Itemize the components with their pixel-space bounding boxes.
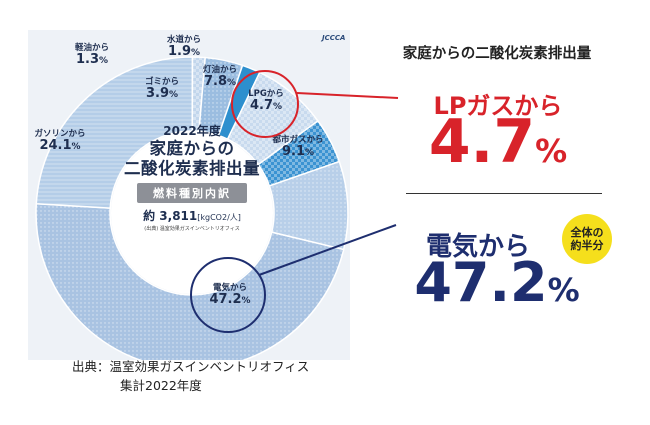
center-year: 2022年度: [163, 124, 221, 138]
donut-slice-texture-0: [36, 203, 344, 360]
half-badge: 全体の約半分: [562, 214, 612, 264]
source-line-1: 出典：温室効果ガスインベントリオフィス: [72, 359, 310, 374]
slice-label-electricity: 電気から 47.2%: [209, 283, 251, 307]
center-title: 家庭からの 二酸化炭素排出量: [124, 139, 260, 178]
donut-center: 2022年度 家庭からの 二酸化炭素排出量 燃料種別内訳 約 3,811[kgCO…: [114, 122, 270, 232]
donut-slice-texture-1: [36, 56, 193, 209]
center-subtitle: 燃料種別内訳: [137, 182, 247, 203]
donut-slice-texture-6: [258, 120, 340, 186]
right-title: 家庭からの二酸化炭素排出量: [402, 46, 592, 62]
center-total: 約 3,811[kgCO2/人]: [143, 208, 241, 223]
lpg-label: LPガスから: [433, 92, 563, 120]
slice-label-garbage: ゴミから 3.9%: [144, 77, 179, 101]
donut-chart: [35, 56, 349, 360]
slice-label-city-gas: 都市ガスから 9.1%: [272, 135, 324, 159]
slice-label-water: 水道から 1.9%: [166, 35, 201, 59]
donut-hole: [111, 132, 273, 294]
center-source: (出典) 温室効果ガスインベントリオフィス: [144, 225, 240, 232]
slice-label-gasoline: ガソリンから 24.1%: [34, 129, 86, 153]
source-line-2: 集計2022年度: [120, 377, 202, 393]
electricity-label: 電気から: [425, 232, 530, 262]
slice-label-lpg: LPGから 4.7%: [248, 89, 284, 113]
jccca-logo: JCCCA: [322, 34, 346, 42]
slice-label-kerosene: 灯油から 7.8%: [202, 65, 237, 89]
donut-slice-texture-2: [192, 57, 206, 132]
lpg-value: 4.7%: [428, 107, 568, 177]
slice-label-light-oil: 軽油から 1.3%: [74, 43, 109, 67]
source-note: 出典：温室効果ガスインベントリオフィス 集計2022年度: [72, 358, 309, 396]
electricity-value: 47.2%: [414, 251, 580, 314]
divider: [406, 193, 602, 194]
